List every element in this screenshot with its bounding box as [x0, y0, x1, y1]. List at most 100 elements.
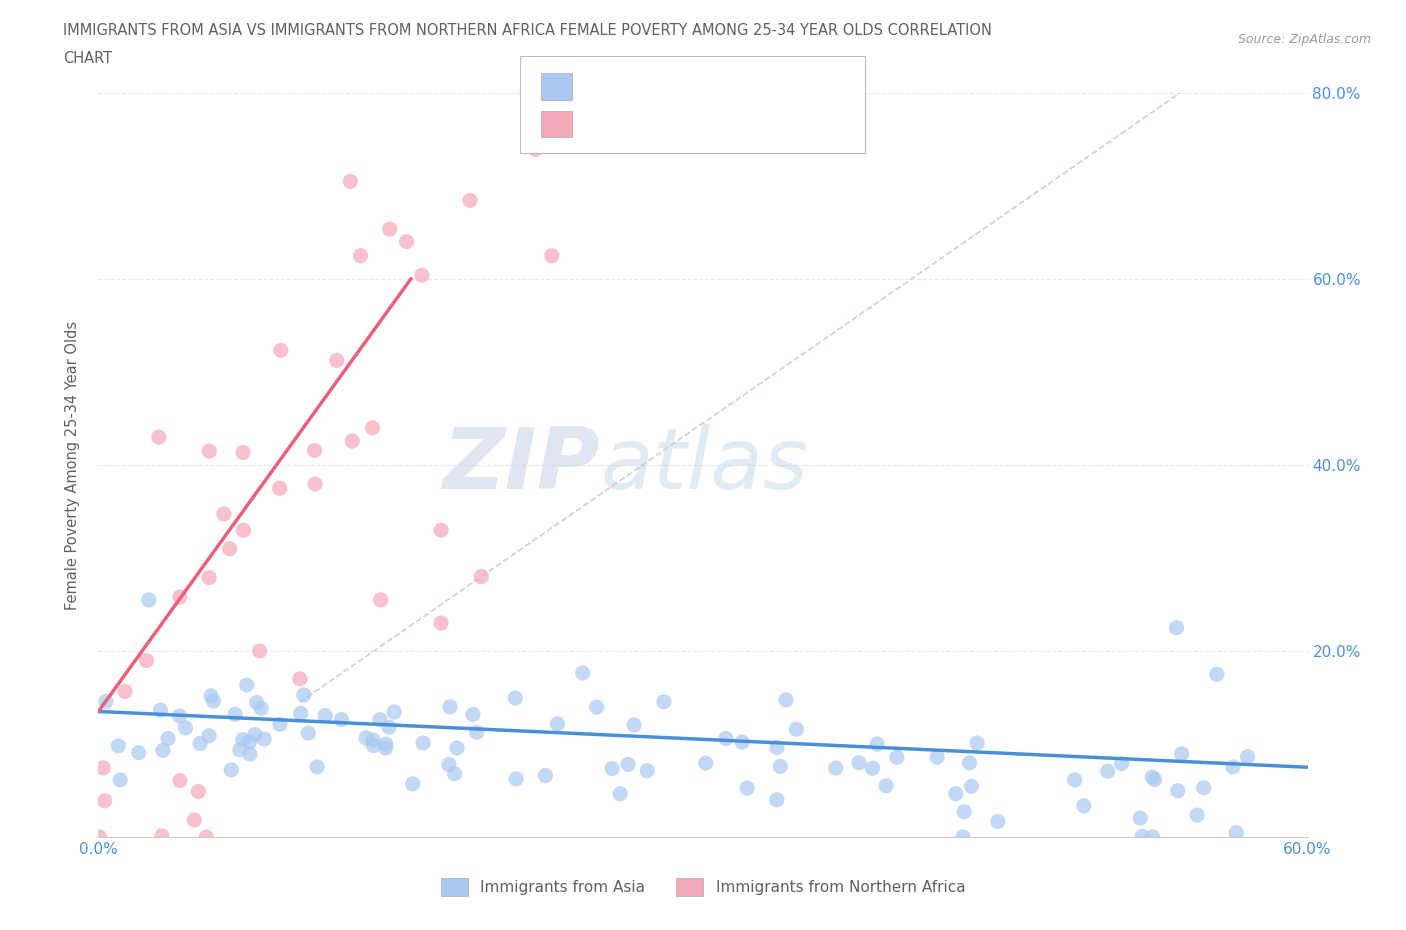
Point [249, 644, 271, 658]
Point [966, 736, 988, 751]
Point [239, 747, 262, 762]
Text: R =: R = [583, 116, 617, 131]
Point [188, 737, 211, 751]
Point [848, 755, 870, 770]
Point [93, 793, 115, 808]
Point [269, 481, 291, 496]
Point [150, 829, 173, 844]
Point [243, 727, 266, 742]
Point [354, 731, 377, 746]
Point [437, 757, 460, 772]
Point [862, 761, 884, 776]
Point [1063, 773, 1085, 788]
Point [524, 142, 547, 157]
Point [290, 706, 312, 721]
Point [636, 764, 658, 778]
Point [229, 742, 252, 757]
Point [339, 174, 361, 189]
Point [89, 830, 111, 844]
Point [195, 830, 218, 844]
Point [198, 728, 221, 743]
Point [221, 763, 243, 777]
Point [546, 716, 568, 731]
Text: N =: N = [685, 79, 718, 94]
Text: 39: 39 [724, 116, 751, 131]
Point [250, 701, 273, 716]
Point [169, 709, 191, 724]
Point [714, 731, 737, 746]
Point [368, 712, 391, 727]
Point [374, 737, 396, 751]
Point [149, 703, 172, 718]
Point [1166, 620, 1188, 635]
Point [297, 725, 319, 740]
Point [1073, 799, 1095, 814]
Point [505, 771, 527, 786]
Point [585, 699, 607, 714]
Point [236, 678, 259, 693]
Point [269, 717, 291, 732]
Point [174, 721, 197, 736]
Point [253, 732, 276, 747]
Point [94, 694, 117, 709]
Point [152, 743, 174, 758]
Point [458, 193, 481, 207]
Point [370, 592, 392, 607]
Point [1192, 780, 1215, 795]
Point [1130, 829, 1153, 844]
Text: Source: ZipAtlas.com: Source: ZipAtlas.com [1237, 33, 1371, 46]
Point [1097, 764, 1119, 778]
Point [187, 784, 209, 799]
Point [953, 804, 976, 819]
Point [1185, 807, 1208, 822]
Text: N =: N = [685, 116, 718, 131]
Point [361, 420, 384, 435]
Point [330, 712, 353, 727]
Point [246, 695, 269, 710]
Point [695, 756, 717, 771]
Point [378, 221, 401, 236]
Point [446, 740, 468, 755]
Point [342, 433, 364, 448]
Point [886, 750, 908, 764]
Point [107, 738, 129, 753]
Point [769, 759, 792, 774]
Point [198, 570, 221, 585]
Point [218, 541, 240, 556]
Text: -0.493: -0.493 [623, 79, 678, 94]
Point [224, 707, 246, 722]
Point [1225, 825, 1247, 840]
Point [609, 786, 631, 801]
Text: 0.726: 0.726 [623, 116, 676, 131]
Point [1236, 750, 1258, 764]
Text: 101: 101 [724, 79, 755, 94]
Point [378, 720, 401, 735]
Point [866, 737, 889, 751]
Text: IMMIGRANTS FROM ASIA VS IMMIGRANTS FROM NORTHERN AFRICA FEMALE POVERTY AMONG 25-: IMMIGRANTS FROM ASIA VS IMMIGRANTS FROM … [63, 23, 993, 38]
Point [623, 718, 645, 733]
Point [232, 445, 254, 460]
Point [430, 523, 453, 538]
Point [238, 735, 260, 750]
Point [987, 814, 1010, 829]
Point [401, 777, 423, 791]
Point [443, 766, 465, 781]
Point [395, 234, 418, 249]
Y-axis label: Female Poverty Among 25-34 Year Olds: Female Poverty Among 25-34 Year Olds [65, 321, 80, 609]
Point [439, 699, 461, 714]
Point [412, 736, 434, 751]
Point [148, 430, 170, 445]
Point [731, 735, 754, 750]
Text: R =: R = [583, 79, 617, 94]
Point [169, 773, 191, 788]
Point [1206, 667, 1229, 682]
Point [232, 732, 254, 747]
Point [411, 268, 433, 283]
Point [363, 738, 385, 753]
Point [534, 768, 557, 783]
Point [952, 830, 974, 844]
Point [617, 757, 640, 772]
Point [505, 691, 527, 706]
Point [960, 779, 983, 794]
Point [307, 760, 329, 775]
